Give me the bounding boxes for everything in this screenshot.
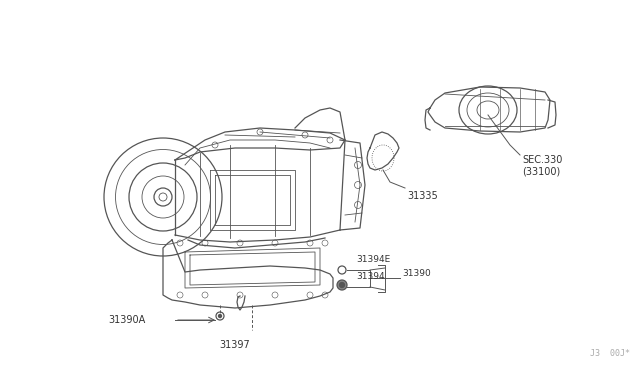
Text: J3  00J*: J3 00J* xyxy=(590,349,630,358)
Circle shape xyxy=(339,282,344,288)
Text: 31394E: 31394E xyxy=(356,255,390,264)
Text: SEC.330
(33100): SEC.330 (33100) xyxy=(522,155,563,177)
Text: 31390A: 31390A xyxy=(108,315,145,325)
Text: 31390: 31390 xyxy=(402,269,431,279)
Circle shape xyxy=(337,280,347,290)
Text: 31394: 31394 xyxy=(356,272,385,281)
Text: 31335: 31335 xyxy=(407,191,438,201)
Circle shape xyxy=(218,314,221,317)
Text: 31397: 31397 xyxy=(220,340,250,350)
